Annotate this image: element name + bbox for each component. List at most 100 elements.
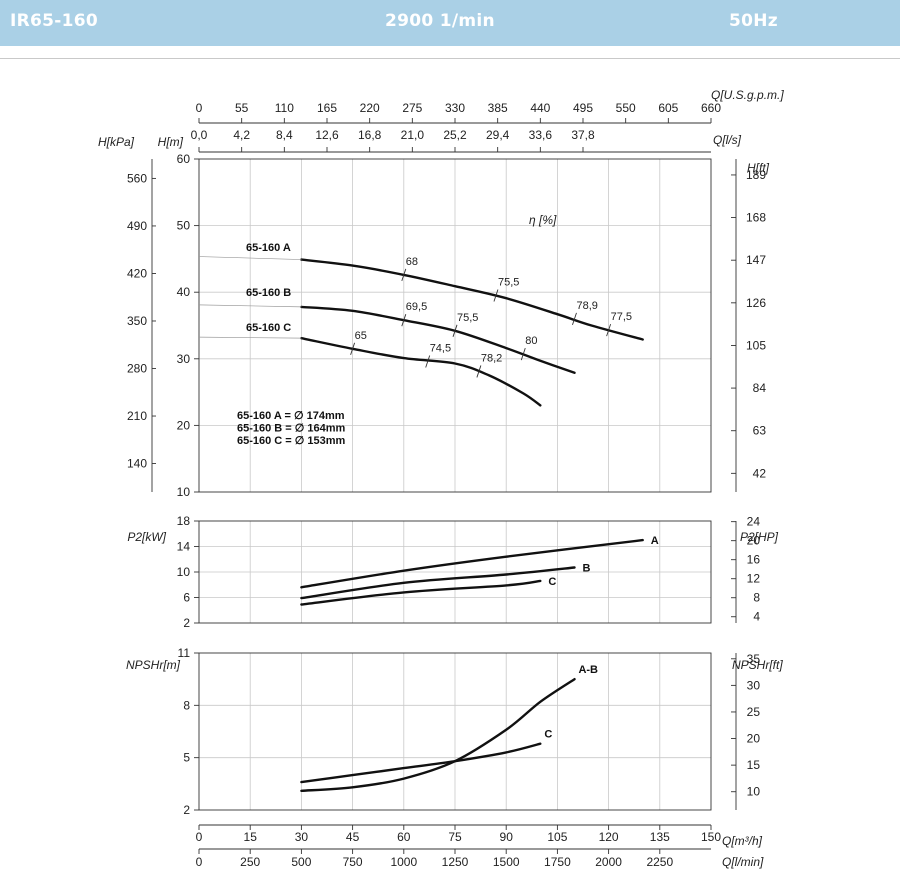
head-ft-axis-label: H[ft] — [747, 161, 770, 175]
ft-tick-label: 63 — [753, 424, 767, 438]
kpa-tick-label: 210 — [127, 409, 147, 423]
efficiency-mark-label: 75,5 — [457, 312, 478, 324]
npsh-ft-tick-label: 35 — [747, 652, 761, 666]
ls-tick-label: 4,2 — [233, 128, 250, 142]
ls-tick-label: 21,0 — [401, 128, 425, 142]
ls-tick-label: 29,4 — [486, 128, 510, 142]
gpm-tick-label: 605 — [658, 101, 678, 115]
gpm-tick-label: 0 — [196, 101, 203, 115]
ls-tick-label: 0,0 — [191, 128, 208, 142]
efficiency-mark-label: 78,9 — [576, 300, 597, 312]
power-kw-tick-label: 18 — [177, 514, 191, 528]
npsh-ft-axis-label: NPSHr[ft] — [732, 658, 783, 672]
npsh-ft-tick-label: 30 — [747, 678, 761, 692]
npsh-m-tick-label: 11 — [178, 646, 191, 660]
efficiency-mark — [572, 312, 577, 325]
lmin-tick-label: 0 — [196, 855, 203, 869]
head-m-axis-label: H[m] — [158, 135, 184, 149]
header-bar: IR65-160 2900 1/min 50Hz — [0, 0, 900, 46]
efficiency-mark-label: 68 — [406, 256, 418, 268]
lmin-tick-label: 500 — [291, 855, 311, 869]
efficiency-label: η [%] — [529, 213, 557, 227]
lmin-tick-label: 1750 — [544, 855, 571, 869]
m3h-tick-label: 90 — [500, 830, 514, 844]
hp-tick-label: 16 — [747, 553, 761, 567]
kpa-tick-label: 280 — [127, 362, 147, 376]
head-m-tick-label: 20 — [177, 418, 191, 432]
ls-tick-label: 33,6 — [529, 128, 553, 142]
power-kw-tick-label: 10 — [177, 565, 191, 579]
ls-tick-label: 8,4 — [276, 128, 293, 142]
efficiency-mark — [493, 289, 499, 302]
hp-tick-label: 8 — [753, 591, 760, 605]
ls-tick-label: 37,8 — [571, 128, 595, 142]
m3h-tick-label: 15 — [244, 830, 258, 844]
head-curve-leader — [198, 336, 302, 339]
gpm-tick-label: 220 — [360, 101, 380, 115]
ft-tick-label: 189 — [746, 168, 766, 182]
efficiency-mark — [401, 314, 407, 327]
speed-title: 2900 1/min — [385, 11, 495, 31]
efficiency-mark — [452, 324, 458, 337]
kpa-tick-label: 560 — [127, 171, 147, 185]
kpa-tick-label: 420 — [127, 266, 147, 280]
power-kw-axis-label: P2[kW] — [127, 530, 166, 544]
ft-tick-label: 105 — [746, 338, 766, 352]
npsh-curve-a-b — [300, 678, 576, 792]
lmin-tick-label: 1000 — [390, 855, 417, 869]
npsh-panel-frame — [198, 652, 712, 811]
frequency-title: 50Hz — [729, 11, 778, 31]
m3h-tick-label: 60 — [397, 830, 411, 844]
kpa-tick-label: 350 — [127, 314, 147, 328]
head-m-tick-label: 30 — [177, 352, 191, 366]
diameter-legend-item: 65-160 B = ∅ 164mm — [237, 423, 346, 435]
lmin-tick-label: 1500 — [493, 855, 520, 869]
efficiency-mark — [606, 324, 612, 337]
power-curve-c — [300, 579, 542, 606]
power-curve-label: A — [651, 535, 659, 547]
head-curve-leader — [198, 256, 302, 260]
model-title: IR65-160 — [10, 11, 99, 31]
head-m-tick-label: 60 — [177, 152, 191, 166]
efficiency-mark — [350, 342, 356, 355]
gpm-tick-label: 110 — [275, 101, 294, 115]
npsh-m-tick-label: 2 — [183, 803, 190, 817]
power-kw-tick-label: 6 — [183, 591, 190, 605]
power-curve-a — [300, 538, 644, 589]
gpm-axis-label: Q[U.S.g.p.m.] — [711, 88, 784, 102]
npsh-ft-tick-label: 20 — [747, 732, 761, 746]
efficiency-mark-label: 80 — [525, 335, 537, 347]
power-curve-b — [300, 566, 576, 600]
head-curve-a — [300, 258, 644, 341]
ft-tick-label: 168 — [746, 211, 766, 225]
power-kw-tick-label: 2 — [183, 616, 190, 630]
head-panel-frame — [198, 158, 712, 493]
efficiency-mark-label: 74,5 — [430, 342, 451, 354]
gpm-tick-label: 660 — [701, 101, 721, 115]
hp-tick-label: 12 — [747, 572, 761, 586]
npsh-m-axis-label: NPSHr[m] — [126, 658, 181, 672]
power-curve-label: C — [548, 576, 556, 588]
lmin-tick-label: 250 — [240, 855, 260, 869]
m3h-axis-label: Q[m³/h] — [722, 834, 763, 848]
hp-tick-label: 4 — [753, 610, 760, 624]
head-m-tick-label: 40 — [177, 285, 191, 299]
gpm-tick-label: 165 — [317, 101, 337, 115]
efficiency-mark-label: 75,5 — [498, 277, 519, 289]
m3h-tick-label: 135 — [650, 830, 670, 844]
gpm-tick-label: 495 — [573, 101, 593, 115]
hp-tick-label: 24 — [747, 515, 761, 529]
efficiency-mark — [401, 268, 407, 282]
hp-tick-label: 20 — [747, 534, 761, 548]
kpa-tick-label: 490 — [127, 219, 147, 233]
ls-tick-label: 16,8 — [358, 128, 382, 142]
m3h-tick-label: 150 — [701, 830, 721, 844]
m3h-tick-label: 120 — [599, 830, 619, 844]
npsh-m-tick-label: 5 — [183, 751, 190, 765]
efficiency-mark — [520, 347, 526, 361]
m3h-tick-label: 105 — [547, 830, 567, 844]
ft-tick-label: 126 — [746, 296, 766, 310]
m3h-tick-label: 30 — [295, 830, 309, 844]
lmin-tick-label: 2000 — [595, 855, 622, 869]
